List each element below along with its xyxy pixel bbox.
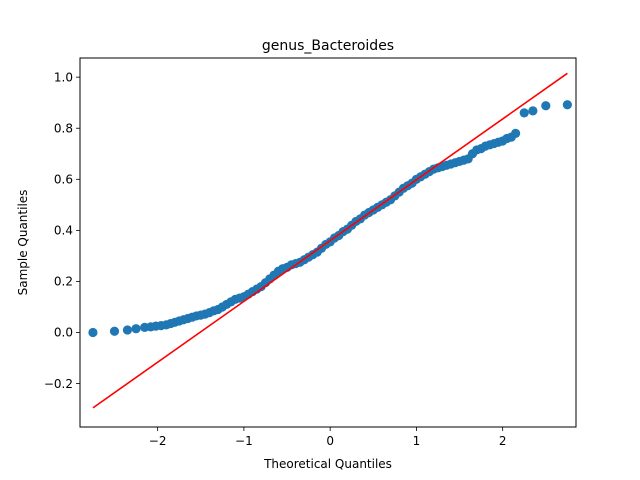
y-tick-label: 0.2: [54, 275, 73, 289]
plot-frame: [79, 57, 577, 428]
reference-line-layer: [92, 72, 568, 409]
x-tick-label: 2: [499, 434, 507, 448]
x-tick-label: −2: [149, 434, 167, 448]
data-point: [528, 106, 538, 116]
y-tick-label: 0.0: [54, 326, 73, 340]
x-tick-label: 1: [413, 434, 421, 448]
data-point: [88, 327, 98, 338]
data-point: [511, 128, 521, 138]
y-tick-label: 1.0: [54, 70, 73, 84]
y-tick-label: 0.4: [54, 224, 73, 238]
data-point: [541, 101, 551, 111]
data-point: [562, 100, 572, 110]
y-axis: −0.2 0.0 0.2 0.4 0.6 0.8 1.0: [44, 70, 80, 391]
x-axis-label: Theoretical Quantiles: [263, 457, 392, 471]
chart-title: genus_Bacteroides: [262, 38, 394, 54]
data-point: [519, 108, 529, 118]
y-tick-label: −0.2: [44, 377, 73, 391]
data-point: [131, 324, 141, 334]
data-point: [122, 325, 133, 335]
y-axis-label: Sample Quantiles: [16, 190, 30, 296]
y-tick-label: 0.6: [54, 172, 73, 186]
x-tick-label: 0: [326, 434, 334, 448]
data-points-layer: [88, 100, 572, 338]
y-tick-label: 0.8: [54, 121, 73, 135]
x-axis: −2 −1 0 1 2: [149, 427, 507, 448]
reference-line: [92, 72, 568, 409]
x-tick-label: −1: [235, 434, 253, 448]
data-point: [109, 326, 120, 336]
